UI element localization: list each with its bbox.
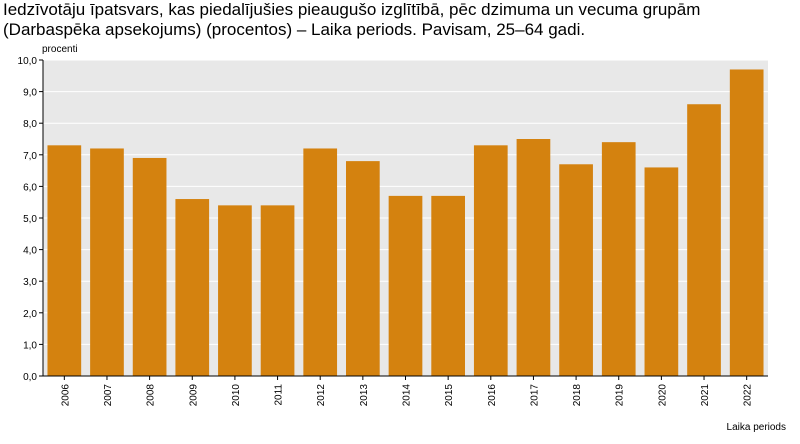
- bar-2022: [729, 69, 764, 376]
- x-tick-label: 2021: [700, 384, 711, 407]
- y-tick-label: 9,0: [23, 88, 37, 99]
- x-tick-label: 2018: [572, 384, 583, 407]
- bar-2018: [559, 164, 593, 376]
- x-tick-label: 2014: [402, 384, 413, 407]
- bar-2013: [346, 161, 380, 376]
- chart-title-line-2: (Darbaspēka apsekojums) (procentos) – La…: [3, 20, 586, 39]
- x-tick-label: 2020: [657, 384, 668, 407]
- x-tick-label: 2015: [444, 384, 455, 407]
- y-tick-label: 5,0: [23, 214, 37, 225]
- bar-2016: [473, 145, 508, 376]
- y-tick-label: 6,0: [23, 182, 37, 193]
- bar-2015: [431, 195, 465, 376]
- bar-2012: [303, 148, 338, 376]
- bar-2006: [47, 145, 82, 376]
- x-tick-label: 2017: [529, 384, 540, 407]
- bars: [47, 69, 764, 377]
- y-tick-label: 10,0: [18, 56, 38, 67]
- bar-2010: [218, 205, 252, 376]
- x-tick-label: 2013: [359, 384, 370, 407]
- bar-2007: [90, 148, 124, 376]
- x-tick-label: 2010: [231, 384, 242, 407]
- x-tick-label: 2011: [274, 384, 285, 406]
- y-tick-label: 3,0: [23, 277, 37, 288]
- x-tick-labels: 2006 2007 2008 2009 2010 2011 2012 2013 2014 2015…: [60, 384, 753, 407]
- bar-2014: [388, 195, 423, 376]
- x-axis-label: Laika periods: [727, 422, 786, 433]
- x-tick-label: 2016: [487, 384, 498, 407]
- x-tick-label: 2019: [615, 384, 626, 407]
- bar-2017: [516, 139, 551, 376]
- chart-title-line-1: Iedzīvotāju īpatsvars, kas piedalījušies…: [3, 0, 701, 19]
- y-tick-label: 8,0: [23, 119, 37, 130]
- bar-2009: [175, 199, 210, 376]
- y-tick-labels: 0,0 1,0 2,0 3,0 4,0 5,0 6,0 7,0 8,0 9,0 10,0: [18, 56, 38, 383]
- y-tick-label: 0,0: [23, 372, 37, 383]
- axes: [39, 59, 768, 380]
- x-tick-label: 2022: [743, 384, 754, 407]
- y-tick-label: 7,0: [23, 151, 37, 162]
- y-tick-label: 4,0: [23, 246, 37, 257]
- bar-2011: [260, 205, 295, 376]
- bar-2020: [644, 167, 679, 376]
- y-tick-label: 2,0: [23, 309, 37, 320]
- bar-2019: [601, 142, 636, 376]
- bar-2021: [687, 104, 721, 377]
- x-tick-label: 2007: [103, 384, 114, 407]
- bar-2008: [132, 157, 167, 376]
- x-tick-label: 2012: [316, 384, 327, 407]
- y-tick-label: 1,0: [23, 340, 37, 351]
- x-tick-label: 2009: [188, 384, 199, 407]
- y-axis-label: procenti: [42, 44, 78, 55]
- x-tick-label: 2006: [60, 384, 71, 407]
- x-tick-label: 2008: [146, 384, 157, 407]
